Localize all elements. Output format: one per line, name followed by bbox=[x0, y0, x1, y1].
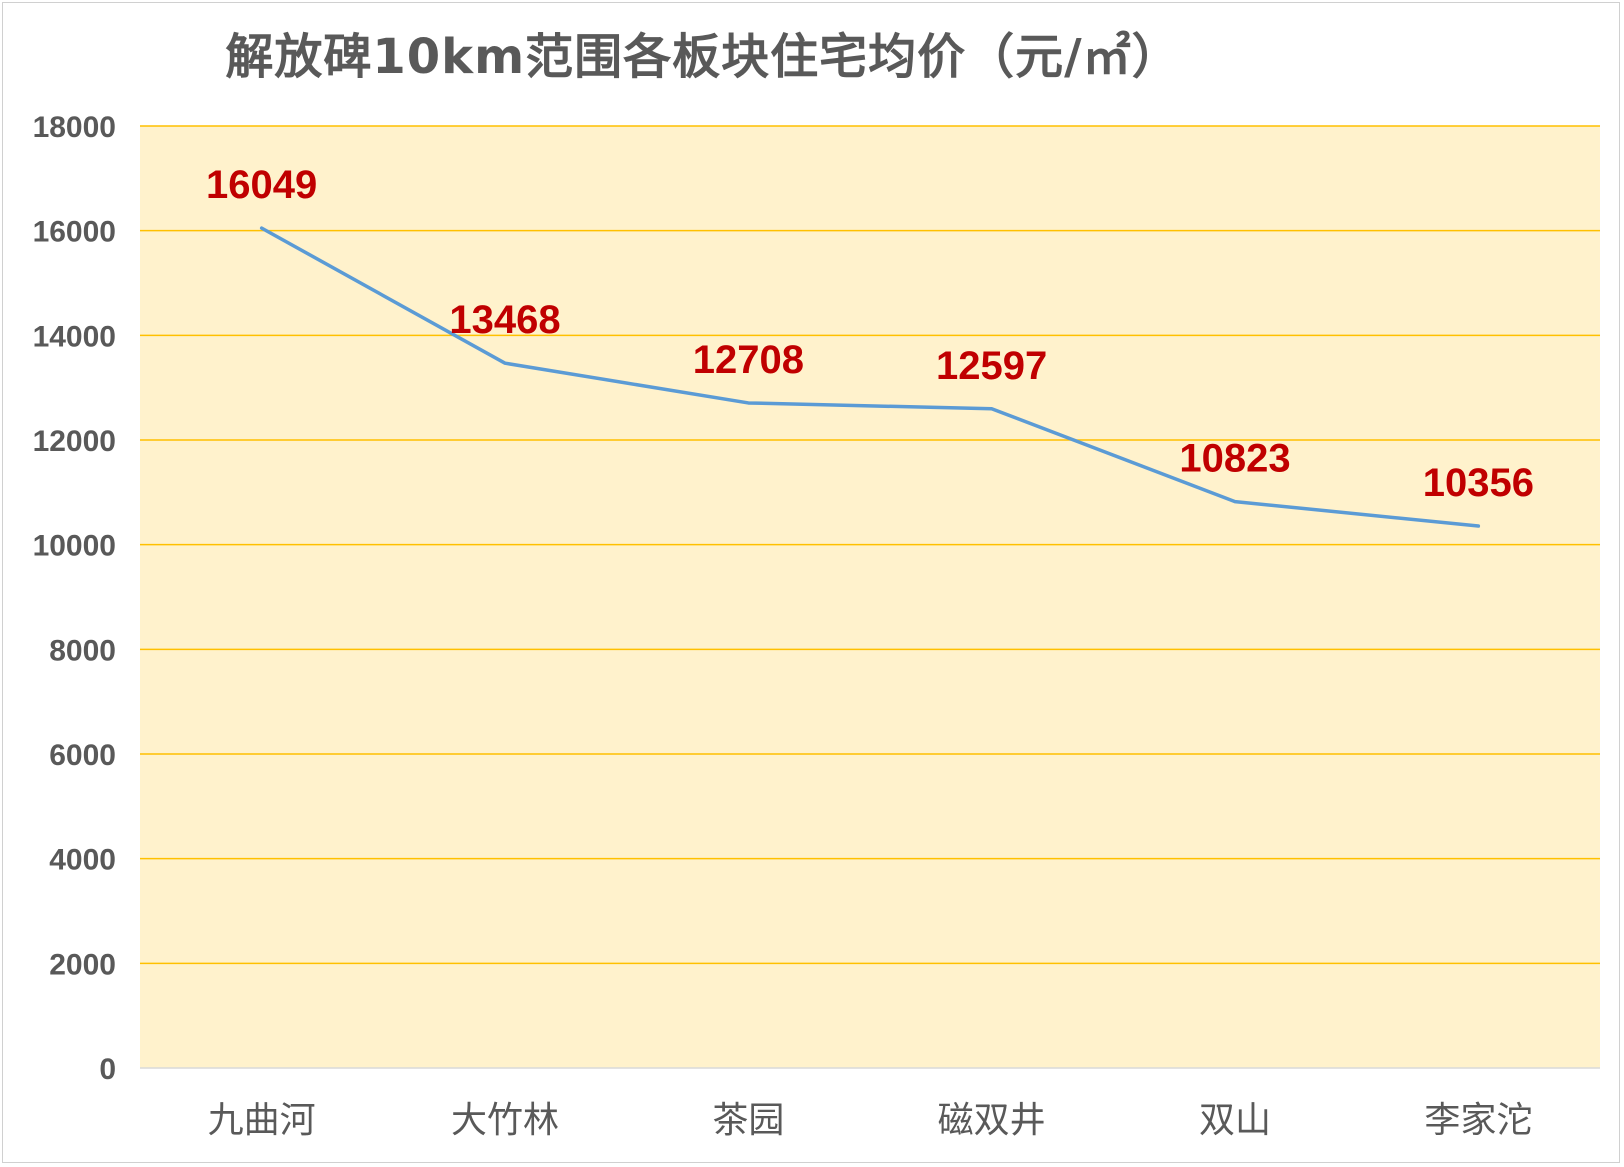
y-tick-label: 4000 bbox=[49, 844, 116, 877]
plot-area bbox=[140, 126, 1600, 1068]
x-tick-label: 双山 bbox=[1199, 1100, 1271, 1141]
data-labels: 16049 13468 12708 12597 10823 10356 bbox=[206, 163, 1534, 505]
y-tick-label: 8000 bbox=[49, 634, 116, 667]
x-tick-label: 大竹林 bbox=[451, 1100, 559, 1141]
y-axis-ticks: 0 2000 4000 6000 8000 10000 12000 14000 16000 180… bbox=[33, 111, 116, 1086]
y-tick-label: 18000 bbox=[33, 111, 116, 144]
y-tick-label: 0 bbox=[99, 1053, 116, 1086]
y-tick-label: 2000 bbox=[49, 948, 116, 981]
data-label: 10823 bbox=[1179, 437, 1290, 481]
y-tick-label: 6000 bbox=[49, 739, 116, 772]
y-tick-label: 12000 bbox=[33, 425, 116, 458]
chart-title: 解放碑10km范围各板块住宅均价（元/㎡） bbox=[225, 29, 1181, 85]
y-tick-label: 14000 bbox=[33, 320, 116, 353]
data-label: 16049 bbox=[206, 163, 317, 207]
series-line bbox=[259, 226, 1481, 528]
y-tick-label: 10000 bbox=[33, 530, 116, 563]
y-tick-label: 16000 bbox=[33, 216, 116, 249]
x-tick-label: 磁双井 bbox=[938, 1100, 1046, 1141]
data-label: 12597 bbox=[936, 344, 1047, 388]
x-tick-label: 九曲河 bbox=[208, 1100, 316, 1141]
data-label: 12708 bbox=[693, 338, 804, 382]
x-axis-ticks: 九曲河 大竹林 茶园 磁双井 双山 李家沱 bbox=[208, 1100, 1533, 1141]
data-label: 13468 bbox=[449, 298, 560, 342]
x-tick-label: 李家沱 bbox=[1424, 1100, 1532, 1141]
gridlines bbox=[140, 125, 1600, 1069]
x-tick-label: 茶园 bbox=[712, 1100, 784, 1141]
data-label: 10356 bbox=[1423, 461, 1534, 505]
